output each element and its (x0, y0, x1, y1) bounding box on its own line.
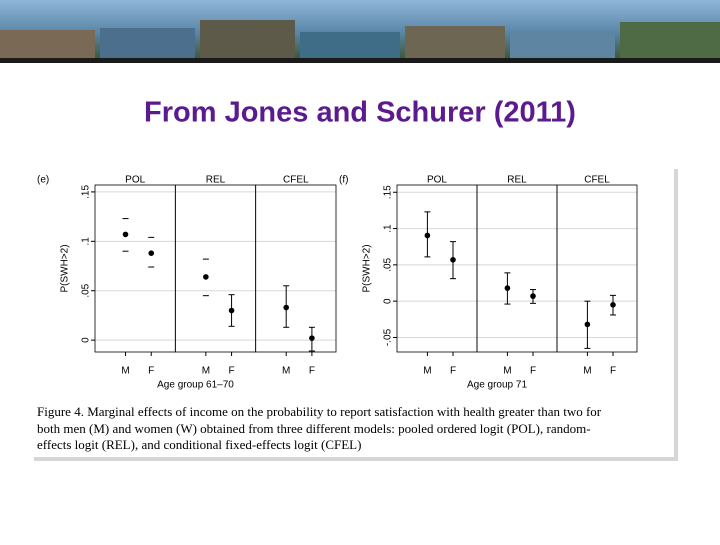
photo-strip (0, 0, 720, 63)
y-tick-label: .15 (81, 185, 92, 199)
y-tick-label: -.05 (383, 328, 394, 346)
x-tick-label: F (309, 366, 315, 377)
x-tick-label: M (121, 366, 129, 377)
y-axis-label: P(SWH>2) (60, 244, 71, 292)
point (283, 304, 289, 311)
slide-title: From Jones and Schurer (2011) (144, 97, 576, 129)
x-tick-label: F (530, 366, 536, 377)
y-tick-label: .1 (383, 224, 394, 233)
point (424, 232, 431, 239)
panel-header (477, 173, 557, 185)
y-tick-label: .15 (383, 185, 394, 199)
y-tick-label: 0 (383, 298, 394, 304)
panel-header (255, 173, 336, 185)
y-tick-label: .05 (81, 283, 92, 297)
x-tick-label: F (148, 366, 154, 377)
point (610, 302, 616, 308)
figure (30, 165, 674, 457)
panel-title: CFEL (283, 175, 309, 186)
point (584, 321, 591, 328)
x-tick-label: M (503, 366, 511, 377)
x-tick-label: F (610, 366, 616, 377)
x-tick-label: M (423, 366, 431, 377)
panel-header (95, 173, 176, 185)
x-tick-label: M (583, 366, 591, 377)
x-tick-label: F (229, 366, 235, 377)
x-tick-label: M (282, 366, 290, 377)
panel-title: REL (206, 175, 226, 186)
y-axis-label: P(SWH>2) (362, 244, 373, 292)
caption: Figure 4. Marginal effects of income on … (37, 404, 602, 452)
panel-title: POL (427, 175, 447, 186)
x-tick-label: F (450, 366, 456, 377)
panel-title: POL (125, 175, 145, 186)
x-axis-label: Age group 61–70 (157, 380, 234, 391)
point (203, 274, 209, 280)
y-tick-label: .1 (81, 237, 92, 246)
panel-header (397, 173, 477, 185)
caption-line: Figure 4. Marginal effects of income on … (37, 404, 602, 419)
point (122, 231, 129, 238)
y-tick-label: .05 (383, 257, 394, 271)
point (530, 293, 536, 299)
panel-header (557, 173, 637, 185)
panel-title: CFEL (584, 175, 610, 186)
point (504, 285, 511, 291)
panel-header (175, 173, 256, 185)
x-tick-label: M (202, 366, 210, 377)
x-axis-label: Age group 71 (467, 380, 527, 391)
point (148, 250, 155, 256)
panel-frame (255, 184, 337, 353)
panel-title: REL (507, 175, 527, 186)
point (450, 256, 456, 263)
panel-label: (f) (339, 175, 348, 186)
caption-line: effects logit (REL), and conditional fix… (37, 437, 361, 452)
point (309, 335, 315, 341)
caption-line: both men (M) and women (W) obtained from… (37, 421, 591, 436)
panel-label: (e) (37, 175, 49, 186)
point (228, 307, 235, 314)
y-tick-label: 0 (81, 337, 92, 343)
panel-frame (556, 184, 638, 353)
